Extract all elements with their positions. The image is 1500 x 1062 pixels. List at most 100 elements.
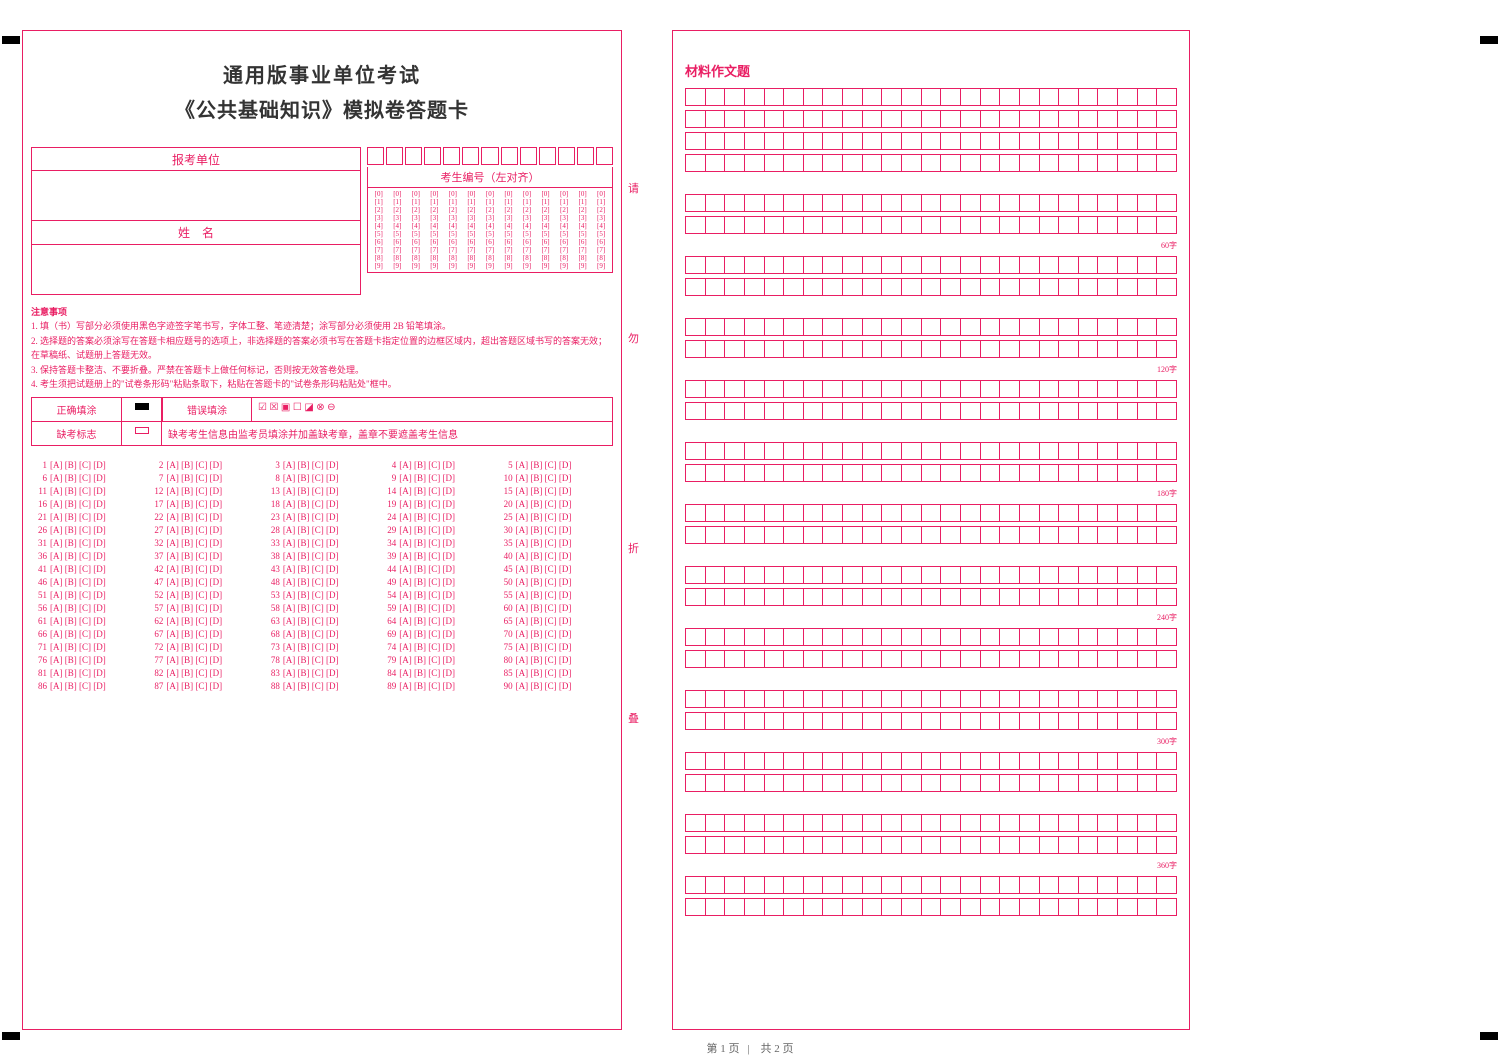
mcq-item: 21[A] [B] [C] [D] bbox=[31, 512, 147, 522]
mcq-item: 26[A] [B] [C] [D] bbox=[31, 525, 147, 535]
mcq-item: 25[A] [B] [C] [D] bbox=[497, 512, 613, 522]
instruction-item: 2. 选择题的答案必须涂写在答题卡相应题号的选项上，非选择题的答案必须书写在答题… bbox=[31, 334, 613, 363]
mcq-item: 20[A] [B] [C] [D] bbox=[497, 499, 613, 509]
mcq-item: 81[A] [B] [C] [D] bbox=[31, 668, 147, 678]
mcq-item: 70[A] [B] [C] [D] bbox=[497, 629, 613, 639]
id-bubble-grid: [0][0][0][0][0][0][0][0][0][0][0][0][0][… bbox=[367, 188, 613, 273]
mcq-item: 14[A] [B] [C] [D] bbox=[380, 486, 496, 496]
mcq-item: 68[A] [B] [C] [D] bbox=[264, 629, 380, 639]
essay-line bbox=[685, 690, 1177, 708]
mcq-item: 41[A] [B] [C] [D] bbox=[31, 564, 147, 574]
instruction-item: 4. 考生须把试题册上的"试卷条形码"粘贴条取下，粘贴在答题卡的"试卷条形码粘贴… bbox=[31, 377, 613, 391]
mcq-item: 83[A] [B] [C] [D] bbox=[264, 668, 380, 678]
mcq-item: 4[A] [B] [C] [D] bbox=[380, 460, 496, 470]
essay-line bbox=[685, 132, 1177, 150]
mcq-item: 73[A] [B] [C] [D] bbox=[264, 642, 380, 652]
fill-guide: 正确填涂 错误填涂 ☑ ☒ ▣ ☐ ◪ ⊗ ⊖ 缺考标志 缺考考生信息由监考员填… bbox=[31, 397, 613, 446]
mcq-item: 85[A] [B] [C] [D] bbox=[497, 668, 613, 678]
essay-line bbox=[685, 380, 1177, 398]
mcq-item: 53[A] [B] [C] [D] bbox=[264, 590, 380, 600]
mcq-item: 32[A] [B] [C] [D] bbox=[147, 538, 263, 548]
mcq-item: 15[A] [B] [C] [D] bbox=[497, 486, 613, 496]
wrong-fill-examples: ☑ ☒ ▣ ☐ ◪ ⊗ ⊖ bbox=[252, 398, 612, 421]
fold-mark: 勿 bbox=[628, 330, 639, 346]
mcq-item: 43[A] [B] [C] [D] bbox=[264, 564, 380, 574]
essay-line bbox=[685, 774, 1177, 792]
absent-note: 缺考考生信息由监考员填涂并加盖缺考章，盖章不要遮盖考生信息 bbox=[162, 422, 612, 445]
mcq-item: 3[A] [B] [C] [D] bbox=[264, 460, 380, 470]
mcq-item: 12[A] [B] [C] [D] bbox=[147, 486, 263, 496]
instruction-item: 3. 保持答题卡整洁、不要折叠。严禁在答题卡上做任何标记，否则按无效答卷处理。 bbox=[31, 363, 613, 377]
essay-line bbox=[685, 402, 1177, 420]
mcq-item: 77[A] [B] [C] [D] bbox=[147, 655, 263, 665]
mcq-item: 80[A] [B] [C] [D] bbox=[497, 655, 613, 665]
mcq-item: 8[A] [B] [C] [D] bbox=[264, 473, 380, 483]
mcq-item: 31[A] [B] [C] [D] bbox=[31, 538, 147, 548]
essay-line bbox=[685, 340, 1177, 358]
fold-mark: 叠 bbox=[628, 710, 639, 726]
mcq-item: 65[A] [B] [C] [D] bbox=[497, 616, 613, 626]
char-count-label: 120字 bbox=[1157, 364, 1177, 375]
mcq-item: 62[A] [B] [C] [D] bbox=[147, 616, 263, 626]
mcq-item: 37[A] [B] [C] [D] bbox=[147, 551, 263, 561]
mcq-item: 19[A] [B] [C] [D] bbox=[380, 499, 496, 509]
essay-line bbox=[685, 752, 1177, 770]
mcq-item: 71[A] [B] [C] [D] bbox=[31, 642, 147, 652]
mcq-item: 69[A] [B] [C] [D] bbox=[380, 629, 496, 639]
mcq-item: 18[A] [B] [C] [D] bbox=[264, 499, 380, 509]
mcq-item: 56[A] [B] [C] [D] bbox=[31, 603, 147, 613]
essay-line bbox=[685, 256, 1177, 274]
char-count-label: 360字 bbox=[1157, 860, 1177, 871]
mcq-item: 39[A] [B] [C] [D] bbox=[380, 551, 496, 561]
mcq-item: 49[A] [B] [C] [D] bbox=[380, 577, 496, 587]
instructions-heading: 注意事项 bbox=[31, 305, 613, 319]
mcq-item: 10[A] [B] [C] [D] bbox=[497, 473, 613, 483]
mcq-item: 51[A] [B] [C] [D] bbox=[31, 590, 147, 600]
mcq-item: 88[A] [B] [C] [D] bbox=[264, 681, 380, 691]
mcq-item: 75[A] [B] [C] [D] bbox=[497, 642, 613, 652]
mcq-item: 17[A] [B] [C] [D] bbox=[147, 499, 263, 509]
mcq-item: 5[A] [B] [C] [D] bbox=[497, 460, 613, 470]
mcq-item: 57[A] [B] [C] [D] bbox=[147, 603, 263, 613]
mcq-item: 78[A] [B] [C] [D] bbox=[264, 655, 380, 665]
mcq-item: 30[A] [B] [C] [D] bbox=[497, 525, 613, 535]
mcq-item: 9[A] [B] [C] [D] bbox=[380, 473, 496, 483]
fold-warning: 请勿折叠 bbox=[628, 30, 642, 1030]
mcq-item: 24[A] [B] [C] [D] bbox=[380, 512, 496, 522]
fold-mark: 折 bbox=[628, 540, 639, 556]
name-input-area bbox=[31, 245, 361, 295]
essay-line bbox=[685, 464, 1177, 482]
essay-line bbox=[685, 278, 1177, 296]
name-label: 姓 名 bbox=[31, 221, 361, 245]
mcq-item: 82[A] [B] [C] [D] bbox=[147, 668, 263, 678]
mcq-item: 29[A] [B] [C] [D] bbox=[380, 525, 496, 535]
page-total: 共 2 页 bbox=[760, 1043, 793, 1055]
essay-line bbox=[685, 814, 1177, 832]
unit-label: 报考单位 bbox=[31, 147, 361, 171]
mcq-item: 6[A] [B] [C] [D] bbox=[31, 473, 147, 483]
mcq-item: 61[A] [B] [C] [D] bbox=[31, 616, 147, 626]
mcq-item: 48[A] [B] [C] [D] bbox=[264, 577, 380, 587]
correct-fill-label: 正确填涂 bbox=[32, 398, 122, 421]
essay-line bbox=[685, 154, 1177, 172]
mcq-item: 79[A] [B] [C] [D] bbox=[380, 655, 496, 665]
mcq-item: 72[A] [B] [C] [D] bbox=[147, 642, 263, 652]
essay-line bbox=[685, 566, 1177, 584]
essay-line bbox=[685, 110, 1177, 128]
mcq-item: 67[A] [B] [C] [D] bbox=[147, 629, 263, 639]
mcq-item: 55[A] [B] [C] [D] bbox=[497, 590, 613, 600]
mcq-item: 54[A] [B] [C] [D] bbox=[380, 590, 496, 600]
mcq-item: 27[A] [B] [C] [D] bbox=[147, 525, 263, 535]
fold-mark: 请 bbox=[628, 180, 639, 196]
essay-heading: 材料作文题 bbox=[685, 61, 1177, 80]
mcq-item: 2[A] [B] [C] [D] bbox=[147, 460, 263, 470]
mcq-item: 46[A] [B] [C] [D] bbox=[31, 577, 147, 587]
essay-line bbox=[685, 876, 1177, 894]
id-header: 考生编号（左对齐） bbox=[367, 167, 613, 188]
absent-label: 缺考标志 bbox=[32, 422, 122, 445]
mcq-item: 86[A] [B] [C] [D] bbox=[31, 681, 147, 691]
mcq-item: 11[A] [B] [C] [D] bbox=[31, 486, 147, 496]
mcq-item: 40[A] [B] [C] [D] bbox=[497, 551, 613, 561]
essay-line bbox=[685, 588, 1177, 606]
mcq-item: 13[A] [B] [C] [D] bbox=[264, 486, 380, 496]
